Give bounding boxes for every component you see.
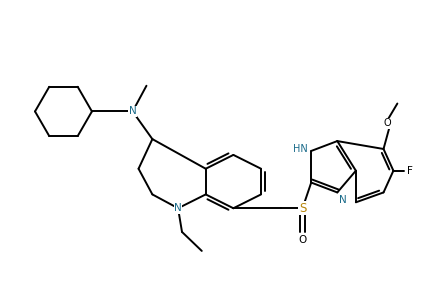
Text: O: O	[299, 235, 307, 245]
Text: N: N	[339, 195, 347, 205]
Text: N: N	[174, 203, 182, 213]
Text: N: N	[129, 106, 136, 116]
Text: O: O	[384, 118, 391, 128]
Text: F: F	[407, 166, 413, 176]
Text: HN: HN	[293, 144, 308, 154]
Text: S: S	[299, 202, 306, 215]
